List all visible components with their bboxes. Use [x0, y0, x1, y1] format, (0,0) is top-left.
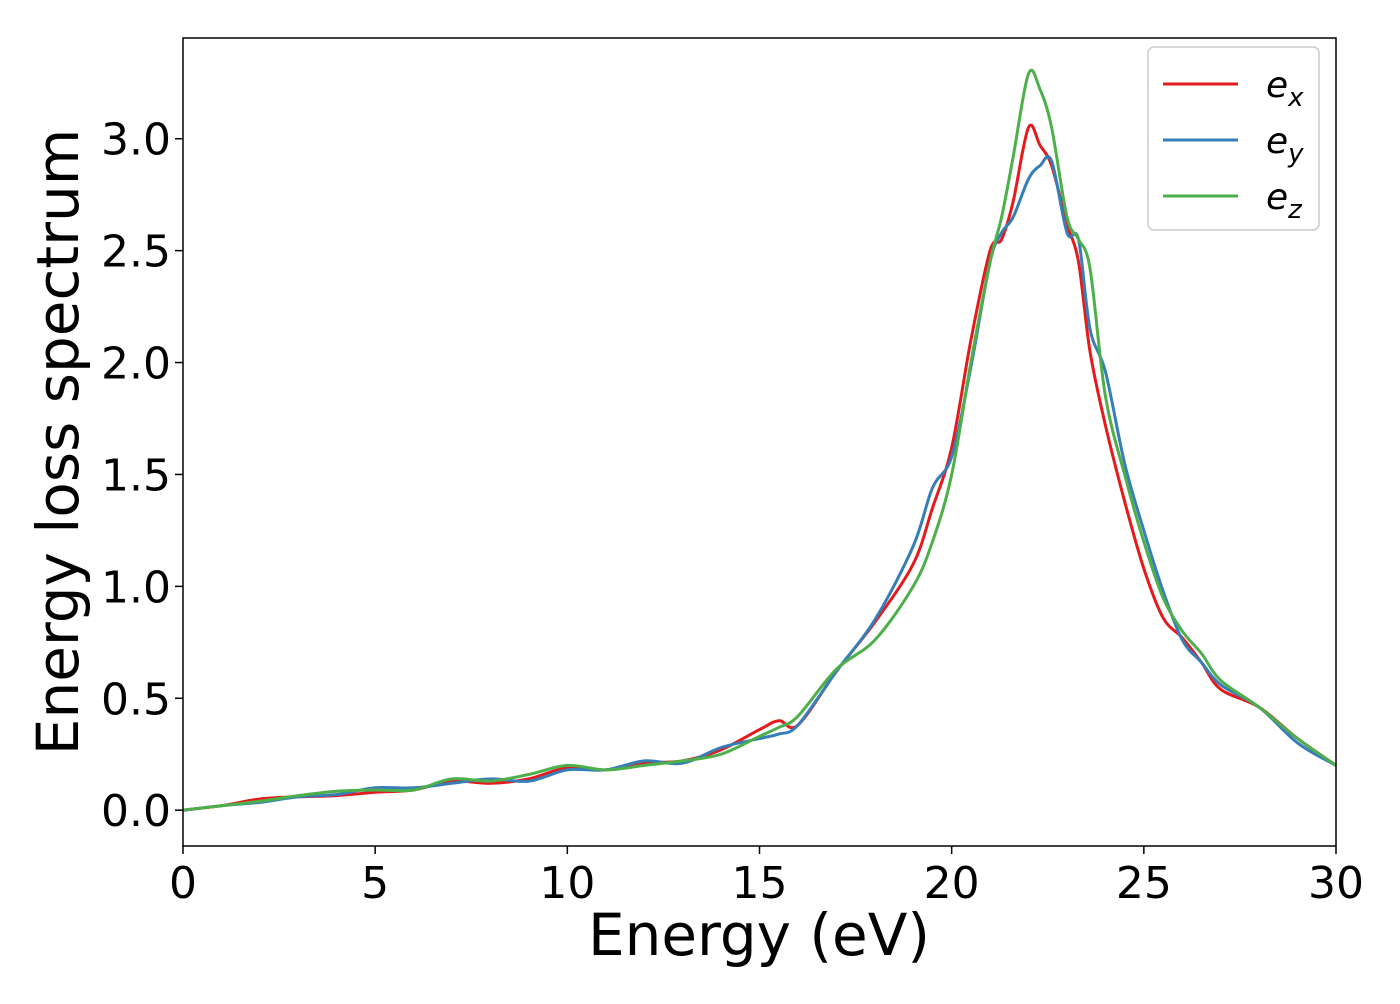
series-line-x	[183, 123, 1336, 812]
x-tick-label: 15	[732, 858, 788, 909]
legend-label-subscript: z	[1287, 195, 1303, 225]
legend-label-subscript: y	[1287, 139, 1304, 169]
x-tick-label: 0	[169, 858, 197, 909]
series-layer	[183, 68, 1336, 812]
legend-label-main: e	[1266, 177, 1288, 218]
series-line-y	[183, 155, 1336, 812]
x-tick-label: 10	[539, 858, 595, 909]
legend-label-main: e	[1266, 121, 1288, 162]
y-axis-title: Energy loss spectrum	[24, 129, 92, 755]
legend-label-main: e	[1266, 65, 1288, 106]
y-axis-ticks: 0.0 0.5 1.0 1.5 2.0 2.5 3.0	[101, 115, 183, 837]
x-axis-title: Energy (eV)	[588, 901, 930, 969]
y-tick-label: 2.5	[101, 227, 171, 278]
legend-label-subscript: x	[1287, 83, 1304, 113]
y-tick-label: 3.0	[101, 115, 171, 166]
legend-label-y: ey	[1266, 121, 1304, 169]
legend-label-x: ex	[1266, 65, 1304, 113]
y-tick-label: 0.5	[101, 674, 171, 725]
legend-label-z: ez	[1266, 177, 1303, 225]
x-tick-label: 25	[1116, 858, 1172, 909]
y-tick-label: 2.0	[101, 339, 171, 390]
series-line-z	[183, 68, 1336, 812]
x-tick-label: 20	[924, 858, 980, 909]
x-axis-ticks: 0 5 10 15 20 25 30	[169, 846, 1364, 909]
x-tick-label: 5	[361, 858, 389, 909]
x-tick-label: 30	[1308, 858, 1364, 909]
y-tick-label: 1.5	[101, 450, 171, 501]
y-tick-label: 1.0	[101, 562, 171, 613]
y-tick-label: 0.0	[101, 786, 171, 837]
